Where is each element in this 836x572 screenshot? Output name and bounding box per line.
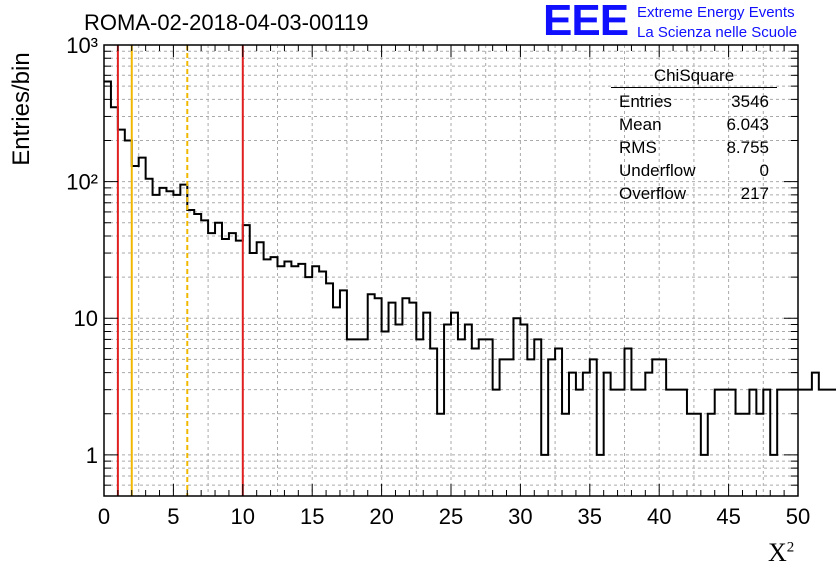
stat-label: Entries [619, 92, 672, 111]
stat-row-entries: Entries 3546 [611, 90, 777, 113]
stat-value: 6.043 [726, 115, 769, 134]
x-tick-label: 10 [231, 504, 255, 529]
x-tick-label: 40 [647, 504, 671, 529]
stat-label: Overflow [619, 184, 687, 203]
stat-row-rms: RMS 8.755 [611, 136, 777, 159]
stat-value: 217 [740, 184, 769, 203]
histogram-series [104, 80, 836, 456]
x-tick-label: 45 [716, 504, 740, 529]
x-axis-label-base: X [768, 538, 787, 567]
y-tick-label: 10² [66, 170, 98, 195]
x-tick-label: 35 [578, 504, 602, 529]
x-tick-label: 20 [369, 504, 393, 529]
logo-tagline-1: Extreme Energy Events [637, 4, 795, 21]
stat-value: 3546 [731, 92, 769, 111]
x-tick-label: 30 [508, 504, 532, 529]
y-tick-label: 1 [86, 443, 98, 468]
chart-title: ROMA-02-2018-04-03-00119 [84, 10, 369, 35]
logo-tagline-2: La Scienza nelle Scuole [637, 24, 798, 41]
stat-label: RMS [619, 138, 657, 157]
eee-logo: EEE [543, 0, 629, 45]
stats-title: ChiSquare [611, 66, 777, 88]
x-axis-label-sup: 2 [786, 539, 795, 556]
stat-row-mean: Mean 6.043 [611, 113, 777, 136]
x-tick-label: 5 [167, 504, 179, 529]
y-tick-label: 10³ [66, 33, 98, 58]
stat-row-underflow: Underflow 0 [611, 159, 777, 182]
x-tick-label: 0 [98, 504, 110, 529]
x-tick-label: 50 [786, 504, 810, 529]
y-tick-label: 10 [74, 306, 98, 331]
x-tick-label: 15 [300, 504, 324, 529]
stat-value: 0 [759, 161, 769, 180]
x-axis-label: X2 [768, 538, 794, 568]
stat-label: Mean [619, 115, 662, 134]
stat-value: 8.755 [726, 138, 769, 157]
stat-row-overflow: Overflow 217 [611, 182, 777, 205]
x-tick-label: 25 [439, 504, 463, 529]
stat-label: Underflow [619, 161, 696, 180]
stats-box: ChiSquare Entries 3546 Mean 6.043 RMS 8.755 Un… [611, 66, 777, 205]
